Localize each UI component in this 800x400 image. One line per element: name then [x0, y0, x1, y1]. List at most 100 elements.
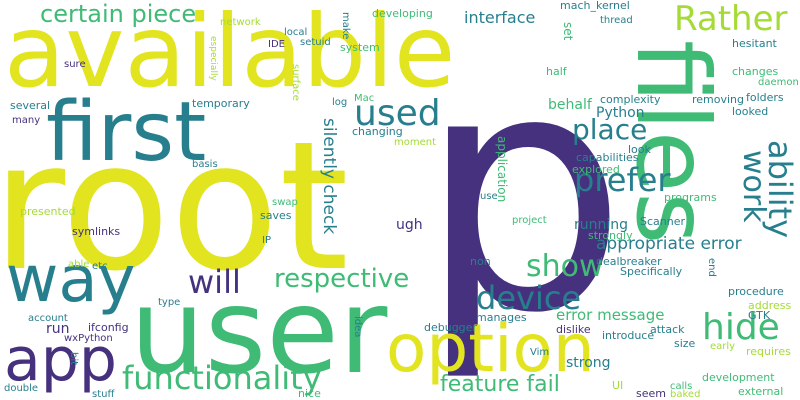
word-introduce: introduce [602, 329, 655, 342]
word-p: p [418, 1, 628, 385]
word-especially: especially [208, 36, 218, 81]
word-size: size [674, 337, 696, 350]
word-end: end [706, 258, 717, 277]
word-option: option [386, 310, 595, 387]
word-will: will [188, 263, 241, 301]
word-procedure: procedure [728, 285, 784, 298]
word-functionality: functionality [122, 359, 322, 397]
word-available: available [4, 0, 456, 110]
word-certain-piece: certain piece [40, 0, 197, 28]
word-ugh: ugh [396, 217, 423, 233]
word-error-message: error message [556, 306, 665, 324]
word-appropriate-error: appropriate error [596, 234, 742, 254]
word-nice: nice [298, 387, 321, 400]
word-rather: Rather [674, 0, 788, 39]
word-moment: moment [394, 137, 437, 148]
word-make: make [340, 12, 351, 40]
word-feature-fail: feature fail [440, 372, 560, 397]
word-temporary: temporary [192, 97, 250, 110]
word-ifconfig: ifconfig [88, 321, 129, 334]
word-device: device [476, 279, 582, 317]
word-setuid: setuid [300, 37, 331, 48]
word-seem: seem [636, 387, 666, 400]
word-log: log [332, 97, 348, 108]
word-interface: interface [464, 8, 536, 27]
word-system: system [340, 41, 380, 54]
word-explored: explored [572, 163, 620, 176]
word-mac: Mac [354, 93, 375, 104]
word-swap: swap [272, 197, 298, 208]
word-network: network [220, 17, 261, 28]
word-complexity: complexity [600, 93, 661, 106]
word-double: double [4, 383, 39, 394]
word-look: look [628, 143, 651, 156]
word-symlinks: symlinks [72, 225, 121, 238]
word-changes: changes [732, 65, 779, 78]
word-run: run [46, 321, 70, 337]
word-app: app [4, 325, 117, 395]
word-dealbreaker: dealbreaker [596, 255, 662, 268]
word-scanner: Scanner [640, 215, 686, 228]
word-basis: basis [192, 159, 218, 170]
word-python: Python [596, 105, 645, 121]
word-place: place [572, 113, 648, 146]
word-first: first [46, 85, 207, 180]
word-many: many [12, 115, 41, 126]
word-ui: UI [612, 379, 624, 392]
word-strongly: strongly [588, 229, 633, 242]
word-stuff: stuff [92, 389, 115, 400]
word-address: address [748, 299, 792, 312]
word-wxpython: wxPython [64, 333, 113, 344]
word-prefer: prefer [574, 161, 671, 199]
word-surface: surface [290, 64, 301, 101]
word-root: root [0, 103, 349, 310]
word-respective: respective [274, 264, 410, 294]
word-running: running [574, 217, 629, 233]
word-early: early [710, 341, 736, 352]
word-baked: baked [670, 389, 701, 400]
word-hide: hide [702, 307, 780, 348]
word-half: half [546, 65, 567, 78]
word-set: set [561, 22, 575, 41]
word-gtk: GTK [748, 309, 771, 322]
word-bit: bit [68, 352, 79, 366]
word-programs: programs [664, 191, 717, 204]
word-work: work [736, 150, 771, 223]
word-folders: folders [746, 91, 784, 104]
word-used: used [354, 93, 441, 134]
word-attack: attack [650, 323, 685, 336]
word-application: application [495, 136, 509, 203]
word-saves: saves [260, 209, 292, 222]
word-behalf: behalf [548, 97, 592, 113]
word-thread: thread [600, 15, 633, 26]
word-project: project [512, 215, 547, 226]
word-changing: changing [352, 125, 403, 138]
word-requires: requires [746, 345, 791, 358]
word-type: type [158, 297, 181, 308]
word-development: development [702, 371, 775, 384]
word-hesitant: hesitant [732, 37, 777, 50]
word-idea: idea [352, 316, 363, 338]
word-removing: removing [692, 93, 745, 106]
word-several: several [10, 99, 51, 112]
word-sure: sure [64, 59, 86, 70]
word-mach-kernel: mach_kernel [560, 0, 630, 12]
word-silently-check: silently check [319, 118, 339, 235]
word-local: local [284, 27, 308, 38]
word-presented: presented [20, 205, 76, 218]
word-ability: ability [761, 140, 799, 239]
word-daemon: daemon [758, 77, 799, 88]
word-non: non [470, 255, 491, 268]
word-vim: Vim [530, 347, 550, 358]
word-use: use [480, 191, 498, 202]
word-strong: strong [566, 355, 611, 371]
word-calls: calls [670, 381, 693, 392]
word-ide: IDE [268, 39, 285, 50]
word-debugger: debugger [424, 321, 477, 334]
word-way: way [6, 243, 136, 317]
word-specifically: Specifically [620, 265, 683, 278]
word-able: able [68, 259, 90, 270]
word-developing: developing [372, 7, 433, 20]
word-dislike: dislike [556, 323, 591, 336]
